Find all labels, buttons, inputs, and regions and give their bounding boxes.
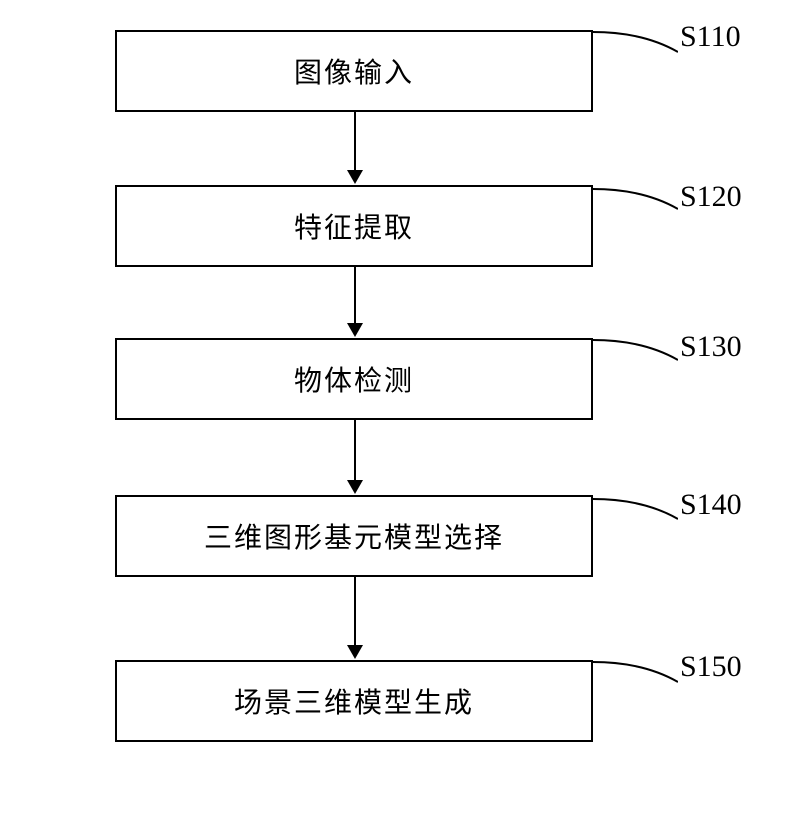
step-label-s140: S140 (680, 488, 742, 522)
connector-s120 (593, 187, 678, 227)
flowchart-node-s120: 特征提取 (115, 185, 593, 267)
flowchart-arrow (354, 420, 356, 492)
flowchart-arrow (354, 577, 356, 657)
node-label: 场景三维模型生成 (234, 681, 474, 721)
step-label-s110: S110 (680, 20, 741, 54)
connector-s130 (593, 338, 678, 378)
flowchart-container: 图像输入 S110 特征提取 S120 物体检测 S130 三维图形基元模型选择… (0, 0, 800, 835)
connector-s110 (593, 30, 678, 70)
flowchart-arrow (354, 112, 356, 182)
flowchart-node-s150: 场景三维模型生成 (115, 660, 593, 742)
node-label: 三维图形基元模型选择 (204, 516, 504, 556)
connector-s140 (593, 497, 678, 537)
step-label-s130: S130 (680, 330, 742, 364)
node-label: 物体检测 (294, 359, 414, 399)
flowchart-node-s110: 图像输入 (115, 30, 593, 112)
node-label: 图像输入 (294, 51, 414, 91)
connector-s150 (593, 660, 678, 700)
flowchart-node-s140: 三维图形基元模型选择 (115, 495, 593, 577)
step-label-s120: S120 (680, 180, 742, 214)
flowchart-node-s130: 物体检测 (115, 338, 593, 420)
node-label: 特征提取 (294, 206, 414, 246)
flowchart-arrow (354, 267, 356, 335)
step-label-s150: S150 (680, 650, 742, 684)
